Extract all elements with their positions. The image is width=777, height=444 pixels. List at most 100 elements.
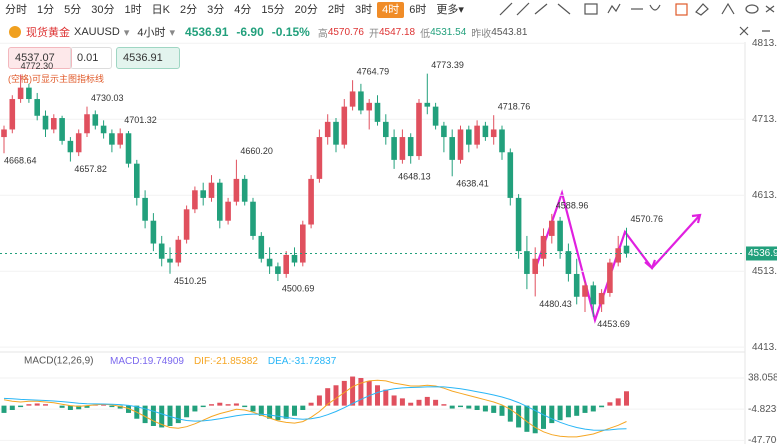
low-value: 4531.54 <box>430 26 467 38</box>
macd-bar <box>466 405 472 409</box>
candle-body <box>424 102 431 107</box>
price-annotation: 4772.30 <box>21 61 54 71</box>
candle-body <box>482 125 489 138</box>
macd-bar <box>142 405 148 424</box>
candle-body <box>84 114 90 134</box>
macd-bar <box>18 405 24 408</box>
y-tick-label: 4513.6 <box>752 266 777 277</box>
candle-body <box>549 220 555 236</box>
symbol-code[interactable]: XAUUSD <box>74 26 120 38</box>
macd-bar <box>565 405 571 418</box>
candle-body <box>42 115 49 130</box>
price-annotation: 4668.64 <box>4 156 37 166</box>
macd-bar <box>599 405 605 408</box>
candle-body <box>266 258 273 267</box>
price-annotation: 4764.79 <box>357 67 390 77</box>
candle-body <box>17 87 24 100</box>
macd-bar <box>308 402 314 406</box>
macd-bar <box>557 405 563 421</box>
legend-label: DIF: <box>194 356 213 367</box>
legend-value: -21.85382 <box>213 356 258 367</box>
symbol-name[interactable]: 现货黄金 <box>26 27 70 39</box>
macd-bar <box>225 404 231 406</box>
macd-bar <box>582 405 588 413</box>
high-value: 4570.76 <box>327 26 364 38</box>
macd-bar <box>117 405 123 409</box>
candle-body <box>225 201 231 221</box>
macd-bar <box>499 405 505 416</box>
lot-input[interactable]: 0.01 <box>70 47 112 69</box>
macd-bar <box>233 403 239 406</box>
candle-body <box>590 285 597 305</box>
symbol-bar: 现货黄金 XAUUSD ▾ 4小时 ▾ 4536.91 -6.90 -0.15% 高… <box>0 22 527 42</box>
candle-body <box>466 129 472 145</box>
timeframe[interactable]: 3时 <box>354 4 373 16</box>
macd-title: MACD(12,26,9) <box>24 356 93 367</box>
timeframe[interactable]: 1时 <box>124 4 142 16</box>
timeframe[interactable]: 30分 <box>91 4 115 16</box>
macd-bar <box>615 398 621 406</box>
gold-icon <box>9 26 21 38</box>
candle-body <box>59 118 65 141</box>
candle-body <box>134 163 140 198</box>
timeframe[interactable]: 4分 <box>234 4 252 16</box>
candle-body <box>490 129 497 138</box>
macd-bar <box>399 398 405 406</box>
macd-legend: DEA:-31.72837 <box>268 356 337 367</box>
timeframe[interactable]: 4时 <box>377 2 405 18</box>
timeframe[interactable]: 2时 <box>327 4 345 16</box>
timeframe[interactable]: 5分 <box>64 4 82 16</box>
sell-price[interactable]: 4537.07 <box>8 47 72 69</box>
price-tag-label: 4536.91 <box>748 248 777 259</box>
period[interactable]: 4小时 <box>137 27 166 39</box>
macd-bar <box>275 405 281 421</box>
candle-body <box>598 292 605 305</box>
macd-bar <box>175 405 181 424</box>
macd-bar <box>167 405 173 426</box>
macd-bar <box>482 405 488 412</box>
candle-body <box>416 102 422 157</box>
macd-bar <box>574 405 580 416</box>
candle-body <box>623 245 630 254</box>
candle-body <box>75 133 82 153</box>
macd-bar <box>341 380 347 406</box>
prev-close-value: 4543.81 <box>491 26 528 38</box>
candle-body <box>300 224 306 263</box>
timeframe[interactable]: 2分 <box>179 4 198 16</box>
timeframe[interactable]: 6时 <box>409 4 427 16</box>
macd-bar <box>126 405 131 413</box>
candle-body <box>9 99 16 130</box>
open-label: 开 <box>368 28 379 40</box>
buy-price[interactable]: 4536.91 <box>116 47 180 69</box>
timeframe[interactable]: 15分 <box>261 4 285 16</box>
candle-body <box>291 254 298 263</box>
candle-body <box>192 190 198 210</box>
timeframe[interactable]: 日K <box>151 4 170 16</box>
macd-bar <box>1 405 7 413</box>
more[interactable]: 更多▾ <box>436 4 464 16</box>
macd-bar <box>516 405 522 428</box>
macd-bar <box>624 391 629 406</box>
price-annotation: 4588.96 <box>556 200 589 210</box>
candle-body <box>358 91 364 111</box>
candle-body <box>324 121 331 138</box>
timeframe[interactable]: 20分 <box>294 4 318 16</box>
candle-body <box>524 251 530 274</box>
macd-bar <box>283 405 289 419</box>
y-tick-label: 4713.4 <box>752 114 777 125</box>
change-pct: -0.15% <box>271 25 310 39</box>
y-tick-label: 4413.7 <box>752 342 777 353</box>
macd-bar <box>217 402 223 406</box>
price-annotation: 4480.43 <box>539 299 572 309</box>
candle-body <box>241 178 248 202</box>
macd-bar <box>76 405 82 410</box>
timeframe[interactable]: 分时 <box>5 4 27 16</box>
timeframe[interactable]: 3分 <box>207 4 225 16</box>
timeframe[interactable]: 1分 <box>37 4 55 16</box>
candle-body <box>308 178 314 225</box>
candle-body <box>150 220 157 244</box>
price-annotation: 4730.03 <box>91 93 124 103</box>
candle-body <box>573 273 580 297</box>
macd-bar <box>26 404 32 406</box>
